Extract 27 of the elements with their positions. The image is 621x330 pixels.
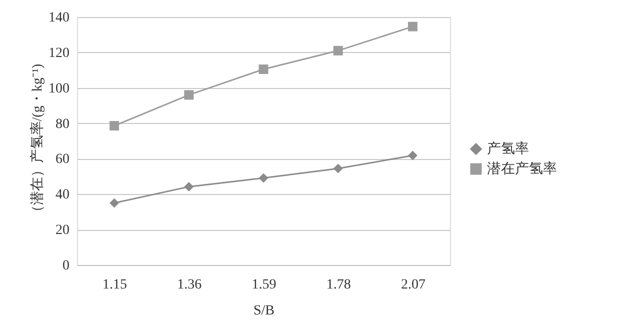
point [184, 90, 194, 100]
x-tick-label: 1.15 [102, 278, 128, 292]
y-tick-label: 100 [48, 81, 70, 96]
point [333, 164, 343, 174]
point [333, 46, 343, 56]
y-tick-label: 0 [62, 258, 70, 274]
x-tick-label: 1.59 [252, 278, 276, 292]
point [408, 150, 418, 160]
y-tick-label: 20 [56, 223, 70, 238]
y-tick-label: 60 [56, 152, 70, 168]
x-tick-label: 1.78 [326, 278, 351, 292]
y-tick-label: 120 [48, 46, 70, 61]
point [110, 121, 120, 131]
y-axis-title: （潜在）产氢率/(g・kg⁻¹) [30, 63, 46, 220]
x-tick-label: 2.07 [400, 278, 426, 292]
point [258, 64, 268, 74]
x-tick-label: 1.36 [177, 278, 202, 292]
y-tick-label: 140 [48, 10, 70, 26]
legend-label: 潜在产氢率 [487, 161, 557, 177]
point [408, 22, 418, 32]
point [258, 173, 268, 183]
y-tick-label: 80 [56, 116, 70, 132]
point [110, 198, 120, 208]
legend-label: 产氢率 [487, 141, 529, 157]
y-tick-label: 40 [56, 188, 70, 203]
point [184, 182, 194, 192]
x-axis-title: S/B [253, 304, 275, 318]
